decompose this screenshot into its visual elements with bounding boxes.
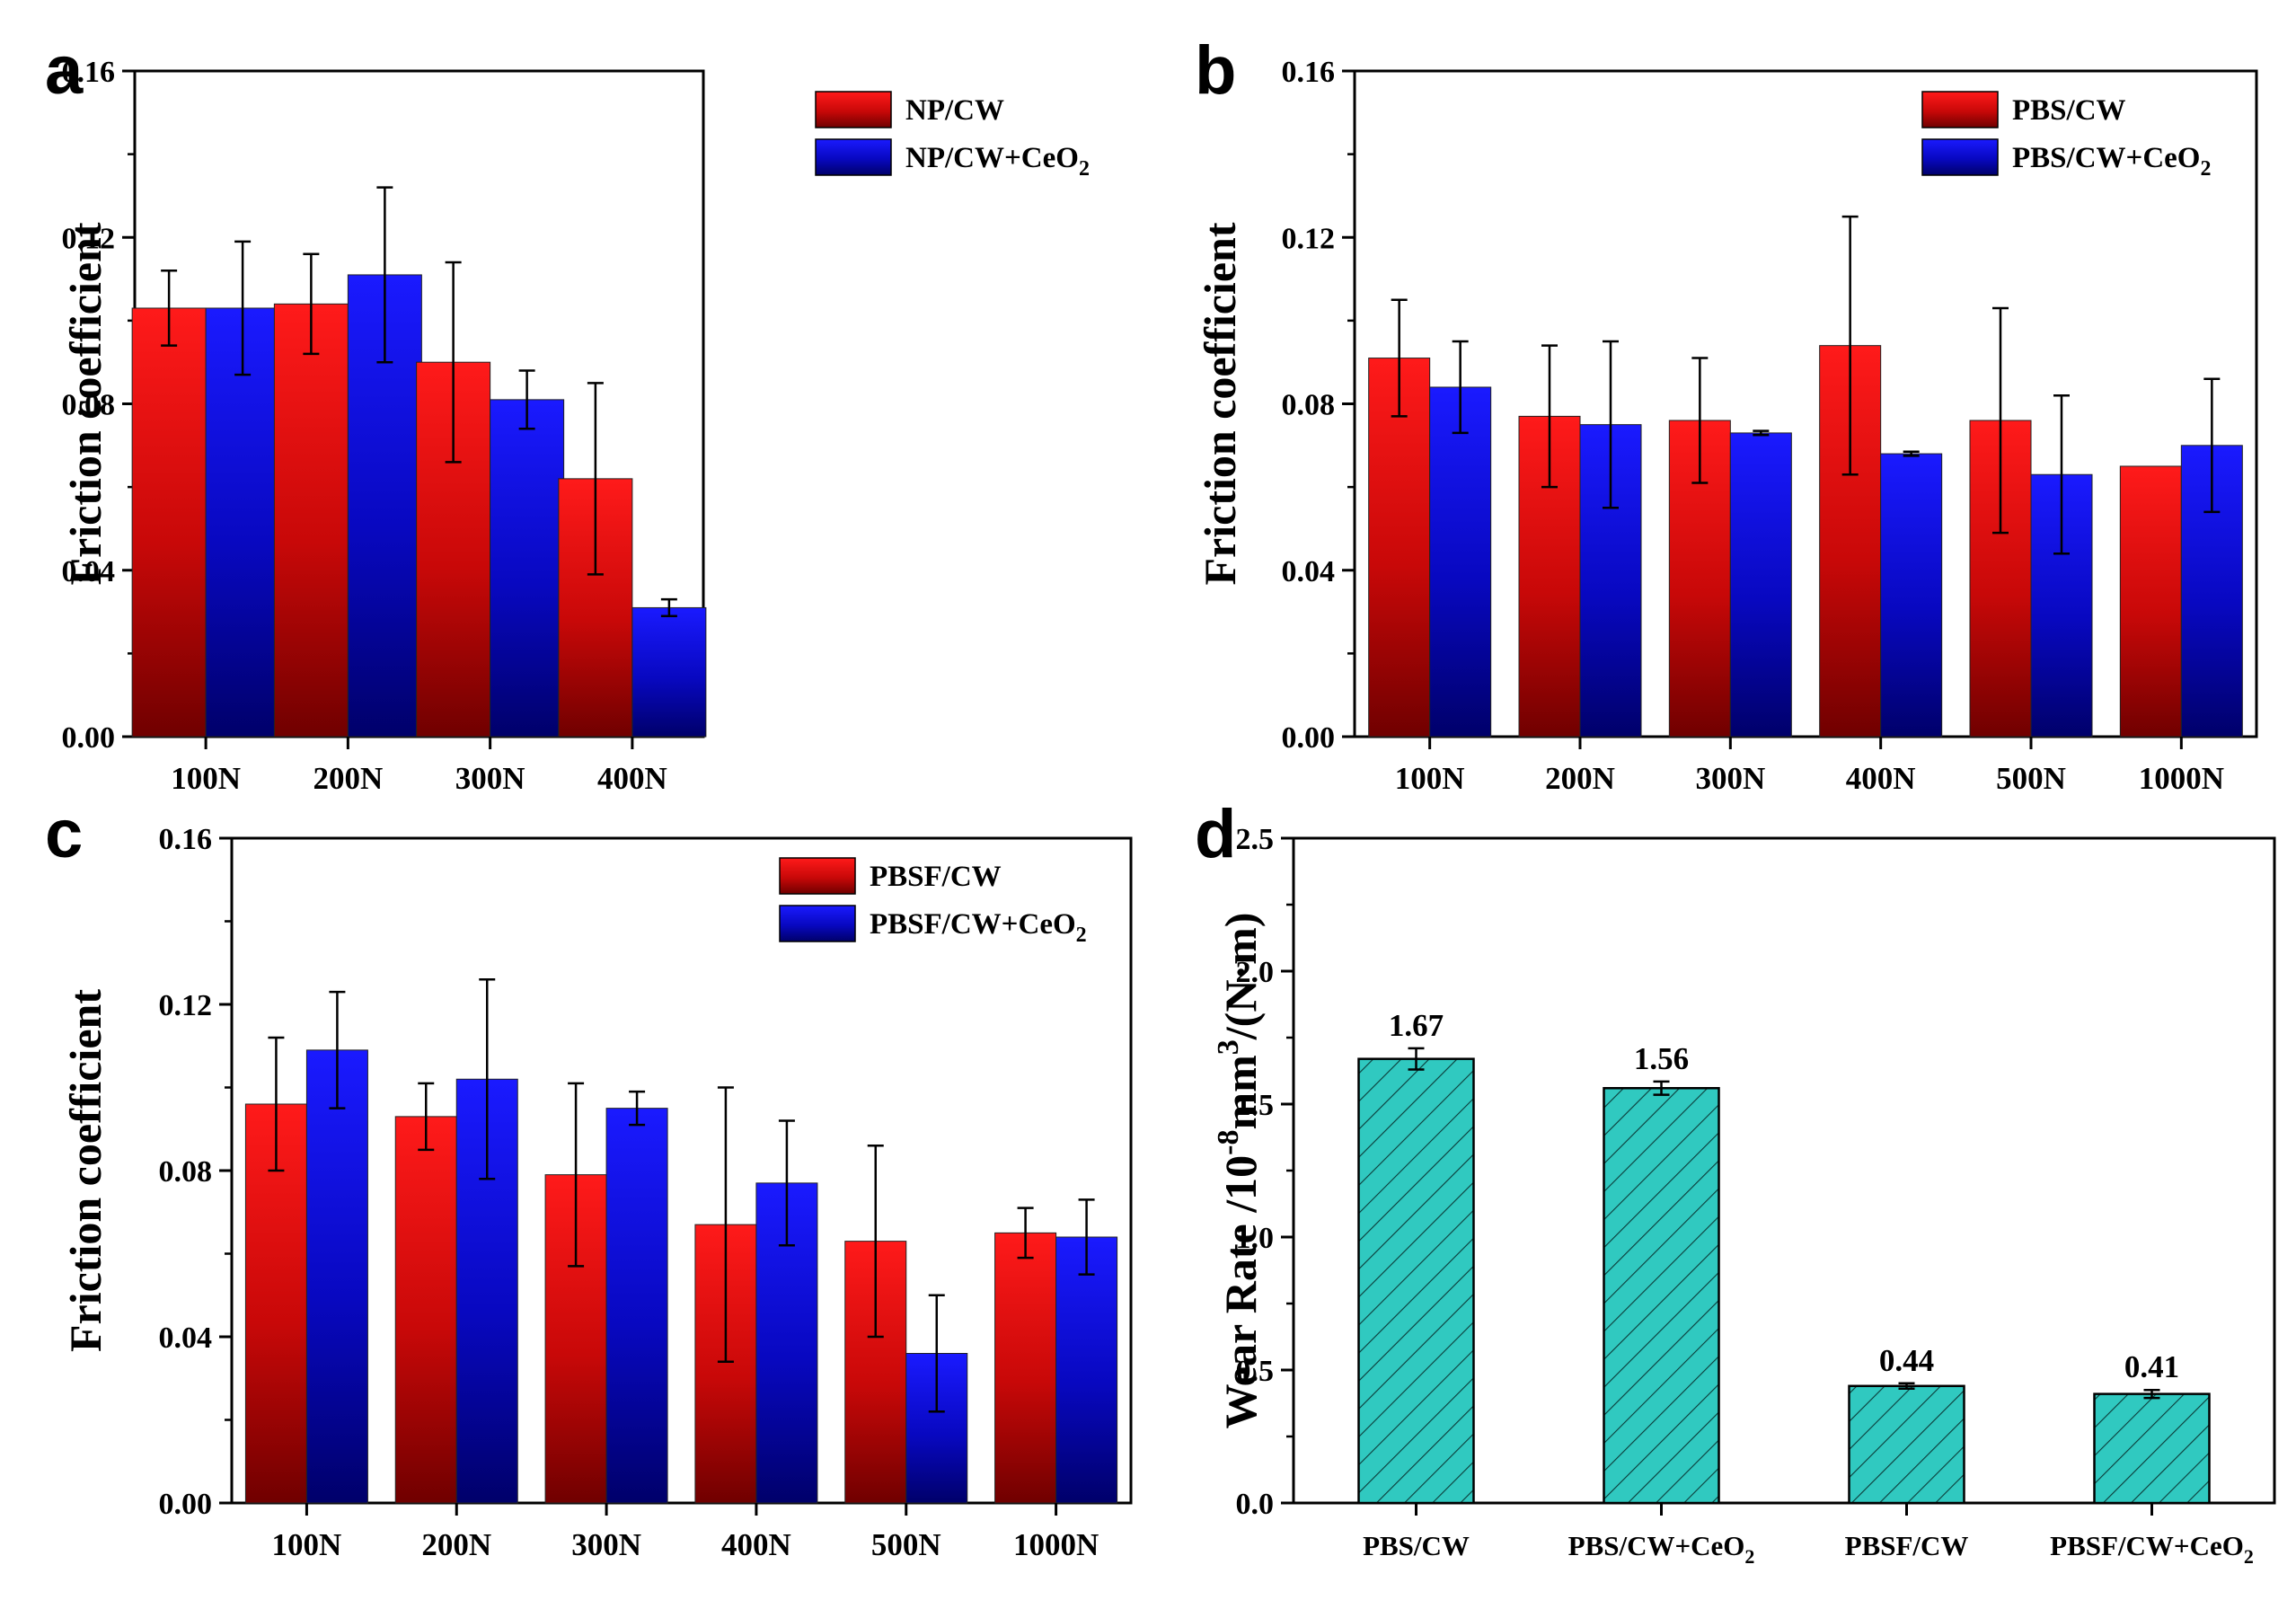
panel-d-ytick-label: 0.5 (1236, 1355, 1275, 1388)
panel-b-bar-blue-100N (1429, 386, 1492, 738)
panel-a-legend-label-0: NP/CW (905, 94, 1004, 127)
panel-b-legend-label-0: PBS/CW (2012, 94, 2126, 127)
panel-d-xtick-label: PBSF/CW+CeO2 (2050, 1530, 2254, 1568)
panel-b-bar-red-1000N (2119, 465, 2182, 738)
panel-a-bar-blue-300N (490, 399, 565, 738)
panel-c: c Friction coefficient 100N 200N 300N 400N 500… (45, 796, 1118, 1562)
panel-b: b Friction coefficient 100N 200N 300N 400N 500… (1195, 32, 2243, 796)
panel-d: 0.0 0.5 1.0 1.5 2.0 2.5d Wear Rate /10-8mm3/(N… (1195, 796, 2276, 1568)
panel-d-value-label: 0.44 (1879, 1343, 1934, 1378)
panel-d-value-label: 1.67 (1389, 1008, 1444, 1043)
panel-b-xtick-label: 1000N (2139, 761, 2224, 796)
panel-d-axes: 0.0 0.5 1.0 1.5 2.0 2.5 (1236, 823, 2276, 1521)
panel-c-ytick-label: 0.12 (159, 989, 213, 1022)
panel-c-legend-swatch-0 (779, 857, 856, 895)
panel-d-value-label: 1.56 (1634, 1041, 1689, 1076)
panel-d-bar-1 (1357, 1057, 1475, 1505)
panel-b-xtick-label: 300N (1695, 761, 1765, 796)
panel-c-ytick-label: 0.08 (159, 1155, 213, 1189)
panel-d-xtick-label: PBSF/CW (1845, 1530, 1969, 1561)
panel-a: a Friction coefficient 100N 200N 300N 400N NP/… (45, 32, 1090, 796)
panel-d-bar-2 (1603, 1086, 1720, 1505)
panel-a-xtick-label: 300N (455, 761, 525, 796)
panel-c-ylabel: Friction coefficient (60, 989, 110, 1352)
panel-a-xtick-label: 400N (597, 761, 667, 796)
panel-a-xtick-label: 200N (313, 761, 383, 796)
panel-b-legend-label-1: PBS/CW+CeO2 (2012, 142, 2211, 181)
panel-a-bar-red-200N (273, 303, 349, 738)
panel-b-axes: 0.00 0.04 0.08 0.12 0.16 (1282, 56, 2258, 755)
panel-d-bars: 1.67 1.56 0.44 0.41 (1357, 1008, 2211, 1505)
panel-a-legend: NP/CW NP/CW+CeO2 (815, 91, 1090, 181)
panel-c-bar-blue-1000N (1055, 1236, 1118, 1504)
panel-c-legend-label-0: PBSF/CW (870, 861, 1002, 893)
panel-c-bar-red-200N (394, 1116, 457, 1504)
panel-d-xtick-label: PBS/CW+CeO2 (1568, 1530, 1755, 1568)
panel-a-bar-blue-100N (205, 307, 280, 738)
panel-a-ytick-label: 0.12 (62, 222, 116, 255)
panel-a-bar-red-100N (131, 307, 207, 738)
panel-b-ylabel: Friction coefficient (1195, 222, 1245, 585)
panel-b-legend-swatch-0 (1921, 91, 1999, 128)
panel-b-bar-blue-300N (1729, 432, 1792, 738)
panel-c-legend: PBSF/CW PBSF/CW+CeO2 (779, 857, 1087, 947)
panel-d-ytick-label: 1.5 (1236, 1089, 1275, 1122)
panel-b-ytick-label: 0.00 (1282, 721, 1336, 755)
panel-b-bars (1368, 215, 2243, 738)
panel-d-ytick-label: 0.0 (1236, 1488, 1275, 1521)
panel-c-legend-swatch-1 (779, 905, 856, 942)
panel-c-legend-label-1: PBSF/CW+CeO2 (870, 908, 1087, 947)
panel-c-bar-blue-300N (605, 1108, 668, 1504)
panel-c-bar-blue-100N (305, 1049, 368, 1504)
panel-b-ytick-label: 0.12 (1282, 222, 1336, 255)
panel-a-ytick-label: 0.04 (62, 555, 116, 588)
panel-b-legend: PBS/CW PBS/CW+CeO2 (1921, 91, 2211, 181)
panel-c-xtick-label: 100N (272, 1527, 342, 1562)
panel-a-legend-swatch-1 (815, 138, 892, 176)
panel-d-letter: d (1195, 796, 1236, 872)
panel-c-xtick-label: 1000N (1013, 1527, 1099, 1562)
panel-c-ytick-label: 0.16 (159, 823, 213, 856)
panel-a-legend-label-1: NP/CW+CeO2 (905, 142, 1090, 181)
panel-d-value-label: 0.41 (2124, 1349, 2179, 1384)
panel-c-xtick-label: 200N (421, 1527, 491, 1562)
panel-b-xtick-label: 500N (1996, 761, 2066, 796)
panel-b-ytick-label: 0.16 (1282, 56, 1336, 89)
panel-d-ytick-label: 1.0 (1236, 1222, 1275, 1255)
panel-a-ytick-label: 0.16 (62, 56, 116, 89)
panel-c-ytick-label: 0.00 (159, 1488, 213, 1521)
panel-c-axes: 0.00 0.04 0.08 0.12 0.16 (159, 823, 1133, 1521)
panel-c-xtick-label: 300N (571, 1527, 641, 1562)
panel-b-letter: b (1195, 32, 1236, 109)
panel-d-ylabel: Wear Rate /10-8mm3/(N·m) (1212, 913, 1266, 1429)
panel-d-ytick-label: 2.0 (1236, 956, 1275, 989)
panel-c-ytick-label: 0.04 (159, 1322, 213, 1355)
panel-c-bar-red-1000N (994, 1232, 1057, 1504)
panel-d-ytick-label: 2.5 (1236, 823, 1275, 856)
panel-b-bar-blue-400N (1880, 453, 1943, 738)
panel-a-xtick-label: 100N (171, 761, 241, 796)
panel-a-ylabel: Friction coefficient (60, 222, 110, 585)
panel-d-xtick-label: PBS/CW (1363, 1530, 1470, 1561)
panel-b-ytick-label: 0.08 (1282, 389, 1336, 422)
panel-a-legend-swatch-0 (815, 91, 892, 128)
panel-b-xtick-label: 100N (1395, 761, 1465, 796)
panel-a-ytick-label: 0.08 (62, 389, 116, 422)
panel-d-bar-3 (1848, 1384, 1965, 1505)
panel-d-bar-4 (2093, 1392, 2211, 1505)
panel-a-letter: a (45, 32, 84, 109)
panel-a-ytick-label: 0.00 (62, 721, 116, 755)
panel-b-legend-swatch-1 (1921, 138, 1999, 176)
panel-a-bars (131, 186, 707, 738)
panel-b-xtick-label: 200N (1545, 761, 1615, 796)
panel-a-bar-blue-400N (631, 606, 707, 738)
panel-c-xtick-label: 500N (871, 1527, 941, 1562)
panel-b-bar-red-100N (1368, 358, 1431, 738)
panel-b-xtick-label: 400N (1846, 761, 1916, 796)
panel-c-xtick-label: 400N (721, 1527, 791, 1562)
panel-c-bars (244, 978, 1118, 1504)
panel-c-letter: c (45, 796, 83, 872)
panel-b-ytick-label: 0.04 (1282, 555, 1336, 588)
